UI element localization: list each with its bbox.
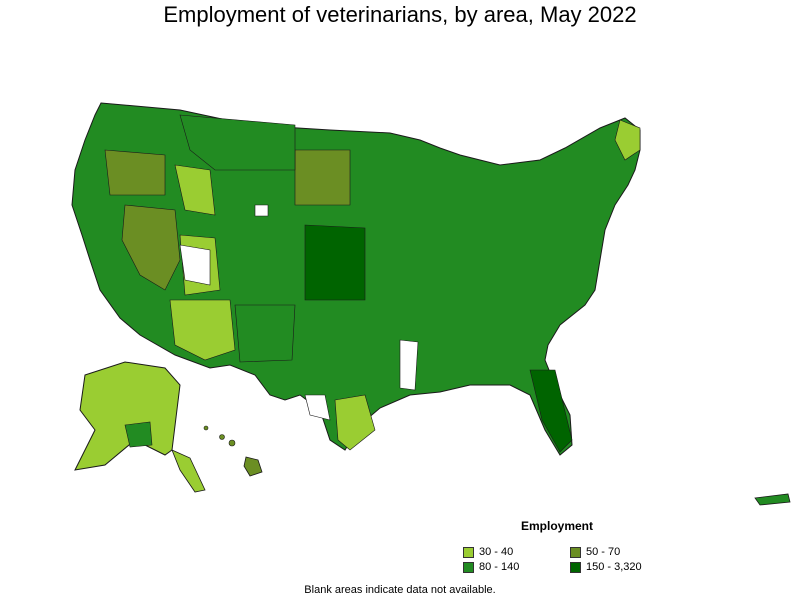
no-data-area-nevada [179, 244, 211, 286]
hawaii-small-island-3 [203, 425, 209, 431]
legend-title: Employment [521, 519, 594, 533]
legend-item-150-3320: 150 - 3,320 [570, 561, 642, 573]
oregon-region [104, 149, 166, 196]
alaska-inner-region [124, 421, 153, 448]
hawaii-big-island [243, 456, 263, 477]
idaho-region [174, 164, 216, 216]
alaska-panhandle [171, 449, 206, 493]
maine-region [614, 119, 641, 161]
north-dakota-region [294, 149, 351, 206]
legend-label: 80 - 140 [479, 561, 520, 573]
puerto-rico-region [754, 493, 791, 506]
legend-item-50-70: 50 - 70 [570, 546, 620, 558]
alaska-region [74, 361, 181, 471]
legend-swatch [463, 546, 474, 558]
legend-label: 50 - 70 [586, 546, 621, 558]
map-title: Employment of veterinarians, by area, Ma… [163, 2, 637, 27]
arizona-region [169, 299, 236, 361]
nebraska-kansas-region [304, 224, 366, 301]
footnote: Blank areas indicate data not available. [304, 584, 496, 596]
no-data-area-mississippi [399, 339, 419, 391]
legend-swatch [570, 561, 581, 573]
hawaii-small-island-2 [219, 434, 225, 440]
legend-label: 150 - 3,320 [586, 561, 642, 573]
legend-item-30-40: 30 - 40 [463, 546, 513, 558]
south-texas-region [334, 394, 376, 451]
nevada-region [121, 204, 181, 291]
hawaii-small-island-1 [228, 439, 236, 447]
legend-swatch [463, 561, 474, 573]
no-data-area-wyoming [254, 204, 269, 217]
new-mexico-region [234, 304, 296, 363]
legend-swatch [570, 546, 581, 558]
legend-item-80-140: 80 - 140 [463, 561, 519, 573]
montana-region [179, 114, 296, 171]
legend-label: 30 - 40 [479, 546, 514, 558]
florida-region [529, 369, 573, 453]
no-data-area-texas [304, 394, 331, 421]
